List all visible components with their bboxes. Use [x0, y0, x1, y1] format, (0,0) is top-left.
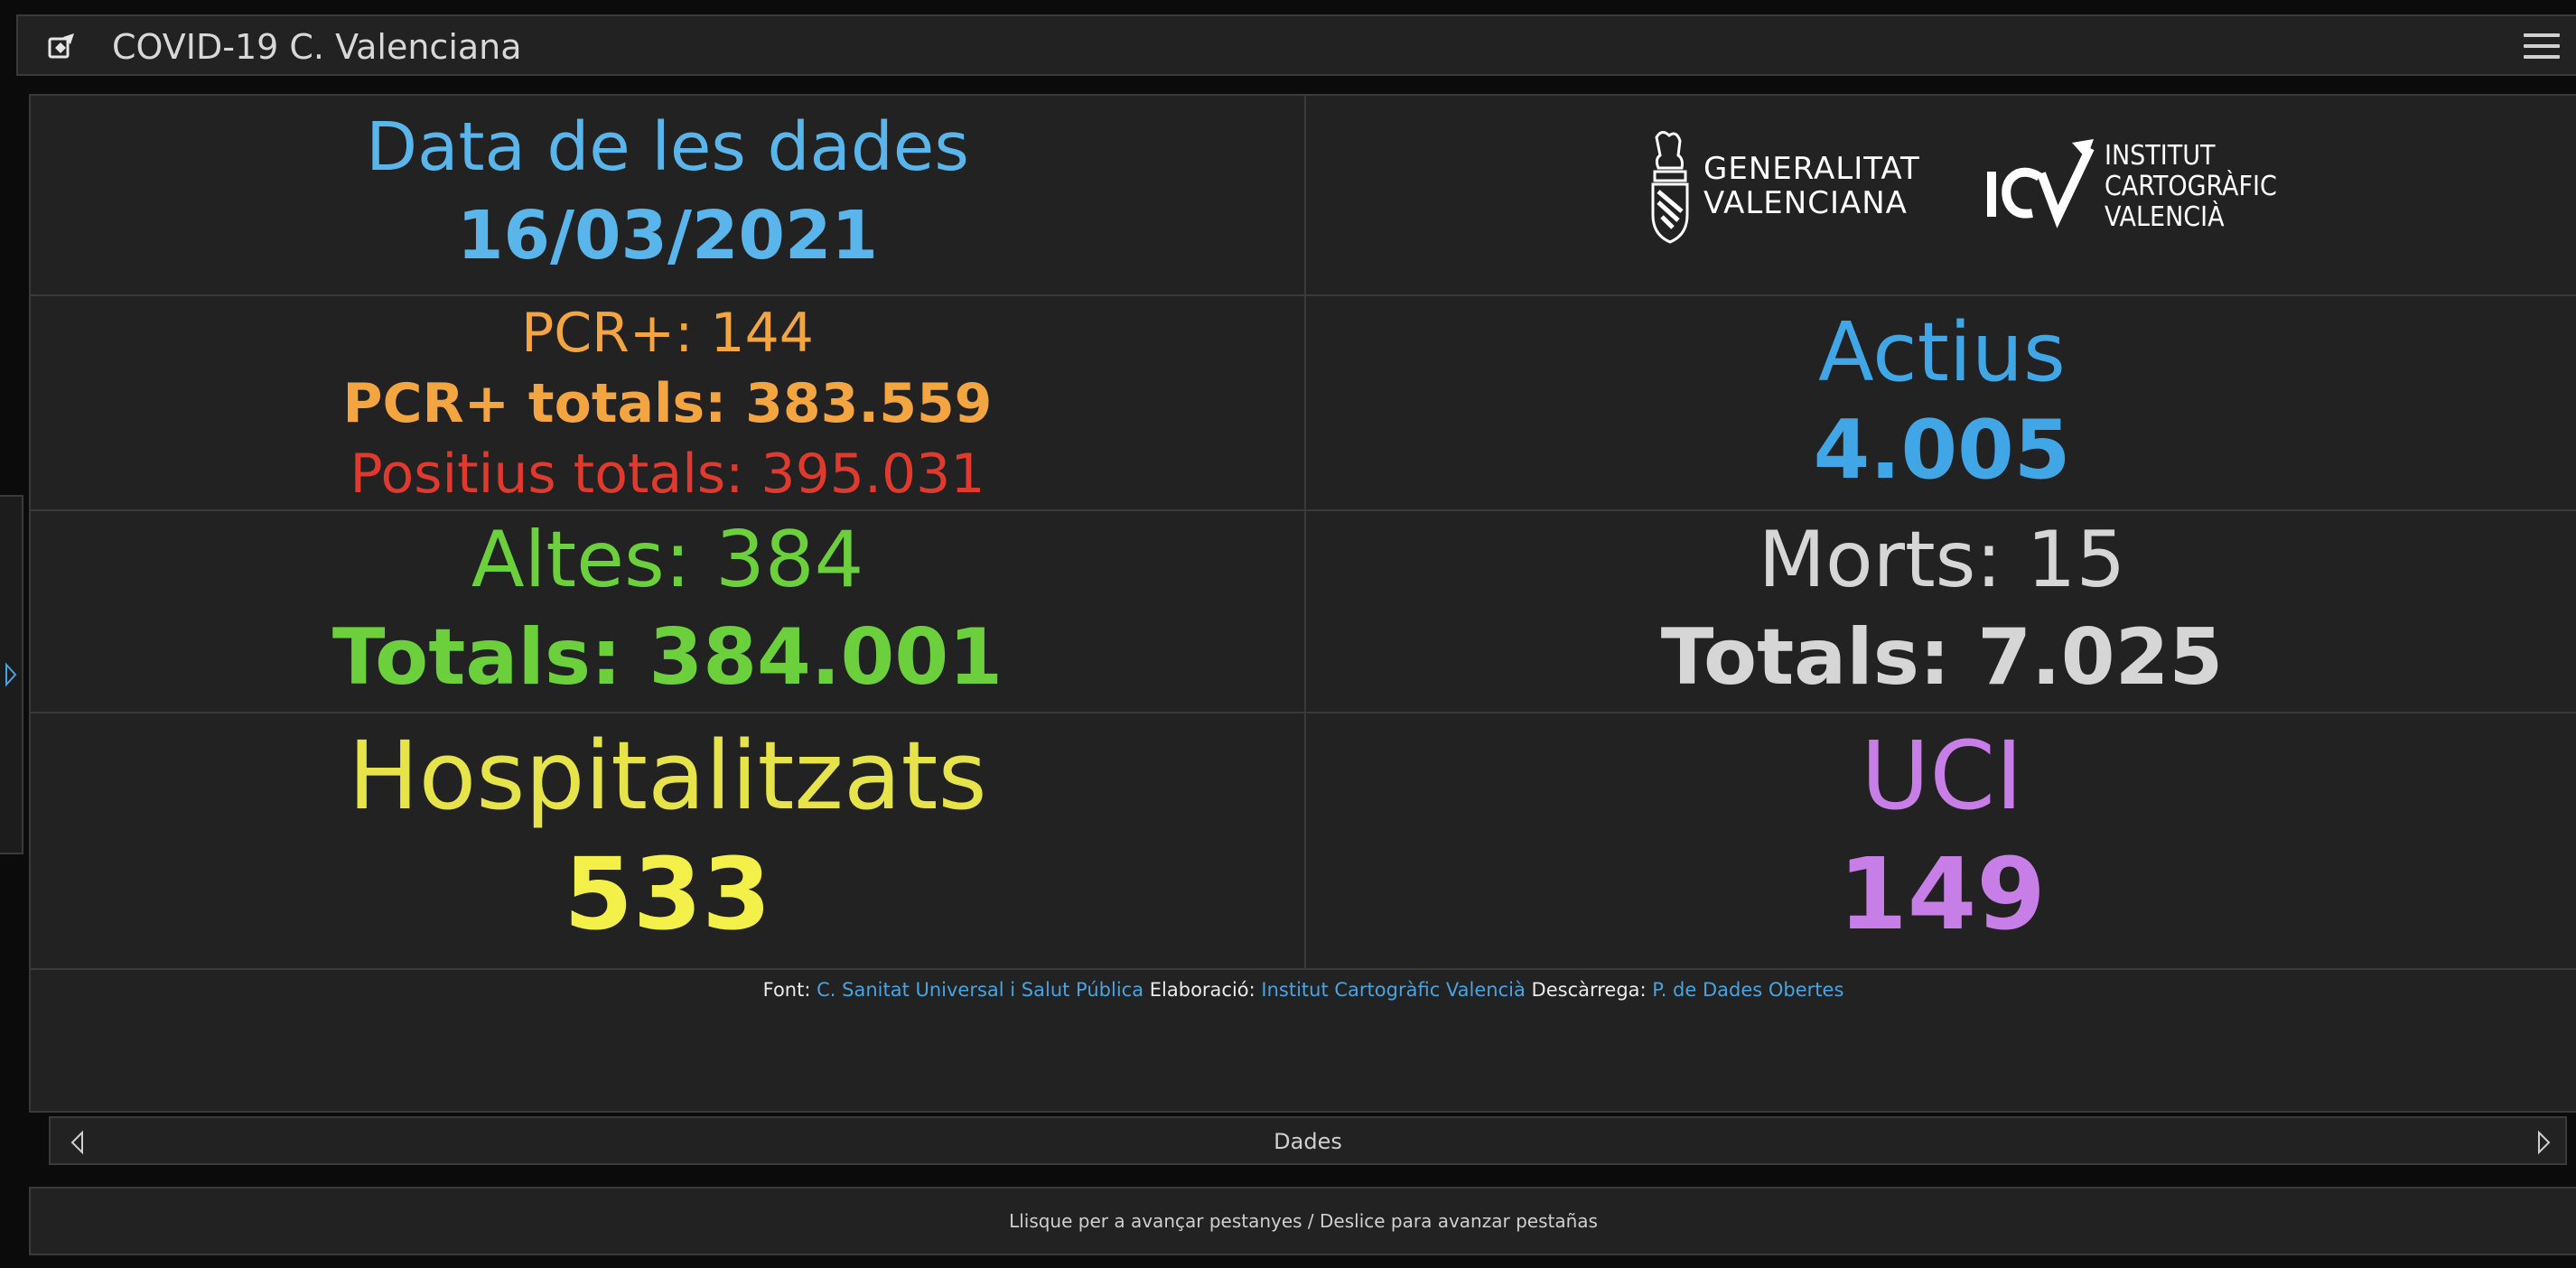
actius-value: 4.005 [1813, 403, 2071, 498]
row-pcr-actius: PCR+: 144 PCR+ totals: 383.559 Positius … [31, 296, 2576, 511]
descarrega-link[interactable]: P. de Dades Obertes [1652, 979, 1844, 1001]
date-value: 16/03/2021 [457, 197, 878, 275]
pager-label: Dades [1274, 1129, 1342, 1154]
swipe-hint-bar: Llisque per a avançar pestanyes / Deslic… [29, 1187, 2576, 1255]
descarrega-label: Descàrrega: [1531, 979, 1647, 1001]
chevron-right-icon [5, 662, 17, 687]
altes-cell: Altes: 384 Totals: 384.001 [31, 511, 1306, 712]
row-date-logos: Data de les dades 16/03/2021 GENERALITAT… [31, 96, 2576, 296]
positius-total: Positius totals: 395.031 [350, 443, 985, 506]
font-label: Font: [762, 979, 811, 1001]
uci-cell: UCI 149 [1306, 713, 2576, 968]
icv-logo[interactable]: INSTITUT CARTOGRÀFIC VALENCIÀ [1985, 128, 2283, 246]
tab-pager: Dades [49, 1116, 2567, 1165]
pcr-cell: PCR+: 144 PCR+ totals: 383.559 Positius … [31, 296, 1306, 509]
row-altes-morts: Altes: 384 Totals: 384.001 Morts: 15 Tot… [31, 511, 2576, 713]
pcr-daily: PCR+: 144 [521, 302, 814, 365]
chevron-left-icon[interactable] [69, 1129, 85, 1156]
gva-wordmark: GENERALITAT VALENCIANA [1703, 151, 1920, 221]
date-cell: Data de les dades 16/03/2021 [31, 96, 1306, 294]
pcr-total: PCR+ totals: 383.559 [342, 372, 993, 435]
altes-daily: Altes: 384 [471, 515, 864, 605]
hamburger-menu-icon[interactable] [2524, 29, 2560, 65]
source-attribution: Font: C. Sanitat Universal i Salut Públi… [31, 979, 2576, 1001]
morts-total: Totals: 7.025 [1660, 612, 2224, 703]
logo-icon [48, 33, 74, 59]
morts-cell: Morts: 15 Totals: 7.025 [1306, 511, 2576, 712]
side-panel-toggle[interactable] [0, 495, 23, 854]
logos-cell: GENERALITAT VALENCIANA INSTITUT CARTOGRÀ… [1306, 96, 2576, 294]
icv-wordmark: INSTITUT CARTOGRÀFIC VALENCIÀ [2105, 140, 2277, 233]
elaboracio-link[interactable]: Institut Cartogràfic Valencià [1261, 979, 1526, 1001]
elaboracio-label: Elaboració: [1149, 979, 1255, 1001]
date-label: Data de les dades [366, 108, 969, 186]
font-link[interactable]: C. Sanitat Universal i Salut Pública [817, 979, 1144, 1001]
app-title: COVID-19 C. Valenciana [112, 27, 522, 67]
hospitalitzats-value: 533 [564, 836, 771, 952]
morts-daily: Morts: 15 [1758, 515, 2126, 605]
app-header: COVID-19 C. Valenciana [16, 14, 2576, 76]
uci-label: UCI [1861, 721, 2023, 831]
gva-shield-icon [1651, 131, 1689, 244]
hospitalitzats-label: Hospitalitzats [348, 721, 987, 831]
icv-mark-icon [1987, 139, 2095, 228]
generalitat-logo[interactable]: GENERALITAT VALENCIANA [1646, 128, 1944, 246]
hospitalitzats-cell: Hospitalitzats 533 [31, 713, 1306, 968]
uci-value: 149 [1838, 836, 2046, 952]
swipe-hint-text: Llisque per a avançar pestanyes / Deslic… [1009, 1210, 1598, 1232]
actius-label: Actius [1818, 305, 2066, 400]
dashboard-panel: Data de les dades 16/03/2021 GENERALITAT… [29, 94, 2576, 1113]
chevron-right-icon[interactable] [2536, 1129, 2553, 1156]
row-hospital-uci: Hospitalitzats 533 UCI 149 [31, 713, 2576, 970]
actius-cell: Actius 4.005 [1306, 296, 2576, 509]
altes-total: Totals: 384.001 [331, 612, 1003, 703]
